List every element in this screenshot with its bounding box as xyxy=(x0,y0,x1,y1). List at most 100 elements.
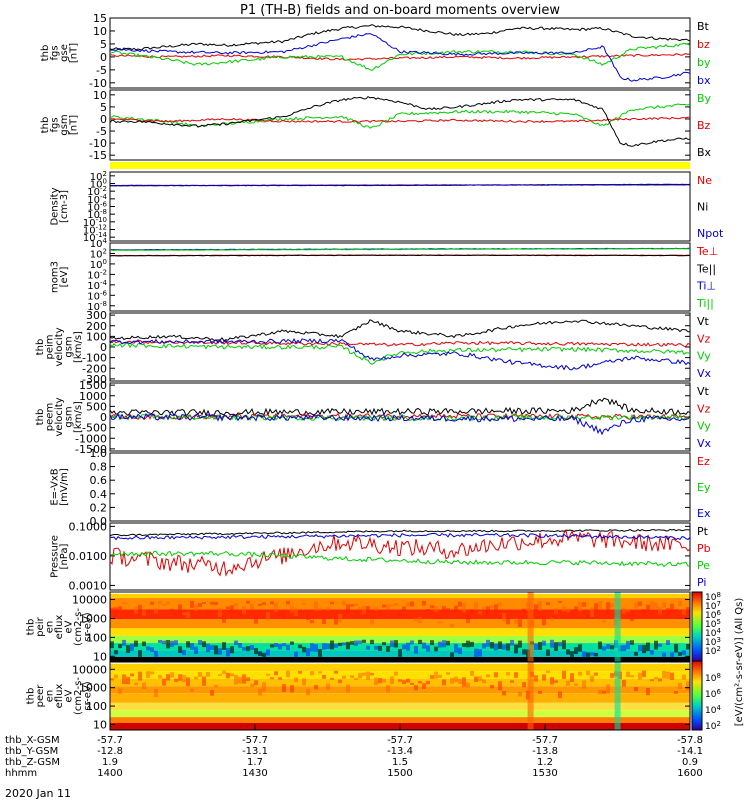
colorbar-tick-label: 106 xyxy=(705,688,721,700)
y-tick-label: -200 xyxy=(82,362,107,375)
y-tick-label: 10-2 xyxy=(87,268,107,281)
y-tick-label: 0.0 xyxy=(90,515,108,528)
y-tick-label: 0.2 xyxy=(90,501,108,514)
colorbar-tick-label: 106 xyxy=(705,609,721,621)
series-Vz xyxy=(109,339,691,347)
y-tick-label: 0.6 xyxy=(90,474,108,487)
x-tick-label: 1500 xyxy=(387,768,412,779)
y-axis-label: gsm xyxy=(64,406,75,427)
legend-Ti||: Ti|| xyxy=(696,297,714,310)
y-axis-label: en xyxy=(45,621,56,634)
colorbar-tick-label: 102 xyxy=(705,645,721,657)
panel-peir_spec: 10000 1000 100 10 thbpeirenefluxeV(cm2-s-sr-… xyxy=(26,591,691,663)
legend-Vx: Vx xyxy=(697,437,712,450)
legend-Pe: Pe xyxy=(697,559,710,572)
series-Te|| xyxy=(109,254,691,257)
colorbar-tick-label: 102 xyxy=(705,720,721,732)
y-axis-label: E=-VxB xyxy=(49,468,60,505)
y-axis-label: [km/s] xyxy=(73,331,84,363)
legend-by: by xyxy=(697,56,711,69)
y-axis-label: eflux xyxy=(54,615,65,640)
y-tick-label: 10-2 xyxy=(87,185,107,198)
panel-efield: 1.00.80.60.40.20.0 E=-VxB[mV/m] Ez Ey Ex xyxy=(49,447,711,528)
y-tick-label: -10 xyxy=(89,77,107,90)
colorbar-tick-label: 103 xyxy=(705,636,721,648)
y-tick-label: 10-4 xyxy=(87,193,107,206)
y-tick-label: 500 xyxy=(86,400,107,413)
y-tick-label: 5 xyxy=(100,101,107,114)
colorbar-tick-label: 107 xyxy=(705,600,721,612)
y-axis-label: fgs xyxy=(49,117,60,132)
y-tick-label: 104 xyxy=(90,237,108,250)
y-axis-label: [km/s] xyxy=(73,401,84,433)
y-axis-label: eV xyxy=(64,689,75,702)
y-tick-label: -5 xyxy=(96,125,107,138)
legend-Ex: Ex xyxy=(697,507,711,520)
legend-Ni: Ni xyxy=(697,201,708,214)
y-axis-label: [eV] xyxy=(59,267,70,288)
x-tick-label: 1430 xyxy=(242,768,267,779)
y-tick-label: 0.1000 xyxy=(69,520,108,533)
y-tick-label: 1000 xyxy=(79,612,107,625)
series-bx xyxy=(109,33,691,82)
y-axis-label: thb xyxy=(35,339,46,356)
colorbar-label: [eV/(cm²-s-sr-eV)] (All Qs) xyxy=(734,598,745,727)
y-axis-label: gsm xyxy=(59,114,70,135)
colorbar-tick-label: 104 xyxy=(705,627,721,639)
y-axis-label: peem xyxy=(45,403,56,431)
y-tick-label: 0.0100 xyxy=(69,550,108,563)
colorbar-lower xyxy=(691,660,703,731)
x-tick-label: 1530 xyxy=(532,768,557,779)
spectrogram-peer_spec xyxy=(110,662,690,730)
series-Pi xyxy=(109,532,691,541)
y-axis-label: [nPa] xyxy=(59,543,70,569)
y-tick-label: 0 xyxy=(100,411,107,424)
y-axis-label: en xyxy=(45,690,56,703)
series-Vy xyxy=(109,413,691,422)
colorbar-upper xyxy=(691,591,703,662)
x-tick-label: 1600 xyxy=(677,768,702,779)
legend-Bt: Bt xyxy=(697,20,710,33)
legend-Vt: Vt xyxy=(697,385,710,398)
y-tick-label: 0 xyxy=(100,51,107,64)
legend-Te⊥: Te⊥ xyxy=(696,245,718,258)
y-axis-label: velocity xyxy=(54,397,65,436)
panel-pressure: 0.1000 0.0100 0.0010 Pressure[nPa] Pt Pb Pe Pi xyxy=(49,520,710,592)
legend-Ne: Ne xyxy=(697,174,712,187)
y-tick-label: 0.0010 xyxy=(69,579,108,592)
quality-flag-bar xyxy=(110,162,690,169)
colorbar-tick-label: 105 xyxy=(705,618,721,630)
y-axis-label: [mV/m] xyxy=(59,468,70,506)
y-axis-label: Density xyxy=(49,187,60,225)
x-tick-label: -57.8 xyxy=(677,735,703,746)
panel-frame xyxy=(109,382,691,452)
y-tick-label: 100 xyxy=(90,258,107,271)
colorbar-tick-label: 108 xyxy=(705,591,721,603)
legend-Vz: Vz xyxy=(697,402,711,415)
y-axis-label: peim xyxy=(45,334,56,359)
legend-Vz: Vz xyxy=(697,332,711,345)
series-Pe xyxy=(109,550,691,568)
x-axis-labels: thb_X-GSM -57.7 -57.7 -57.7 -57.7 -57.8 thb_Y-… xyxy=(5,724,703,779)
series-Bt xyxy=(109,24,691,51)
legend-Te||: Te|| xyxy=(696,262,716,275)
y-tick-label: 10-6 xyxy=(87,289,107,302)
x-tick-label: 1.9 xyxy=(102,757,118,768)
plot-title: P1 (TH-B) fields and on-board moments ov… xyxy=(240,3,560,18)
series-bz xyxy=(109,53,691,61)
y-tick-label: 102 xyxy=(90,170,107,183)
x-tick-label: 1.7 xyxy=(247,757,263,768)
y-axis-label: thb xyxy=(40,117,51,134)
series-Vy xyxy=(109,342,691,365)
series-Ti|| xyxy=(109,248,690,251)
y-tick-label: 1000 xyxy=(79,682,107,695)
y-tick-label: 10-12 xyxy=(83,224,107,237)
y-axis-label: velocity xyxy=(54,327,65,366)
y-tick-label: 1500 xyxy=(79,379,107,392)
y-axis-label: eflux xyxy=(54,684,65,709)
series-Vx xyxy=(109,412,691,436)
y-axis-label: sr-eV) xyxy=(83,612,94,641)
